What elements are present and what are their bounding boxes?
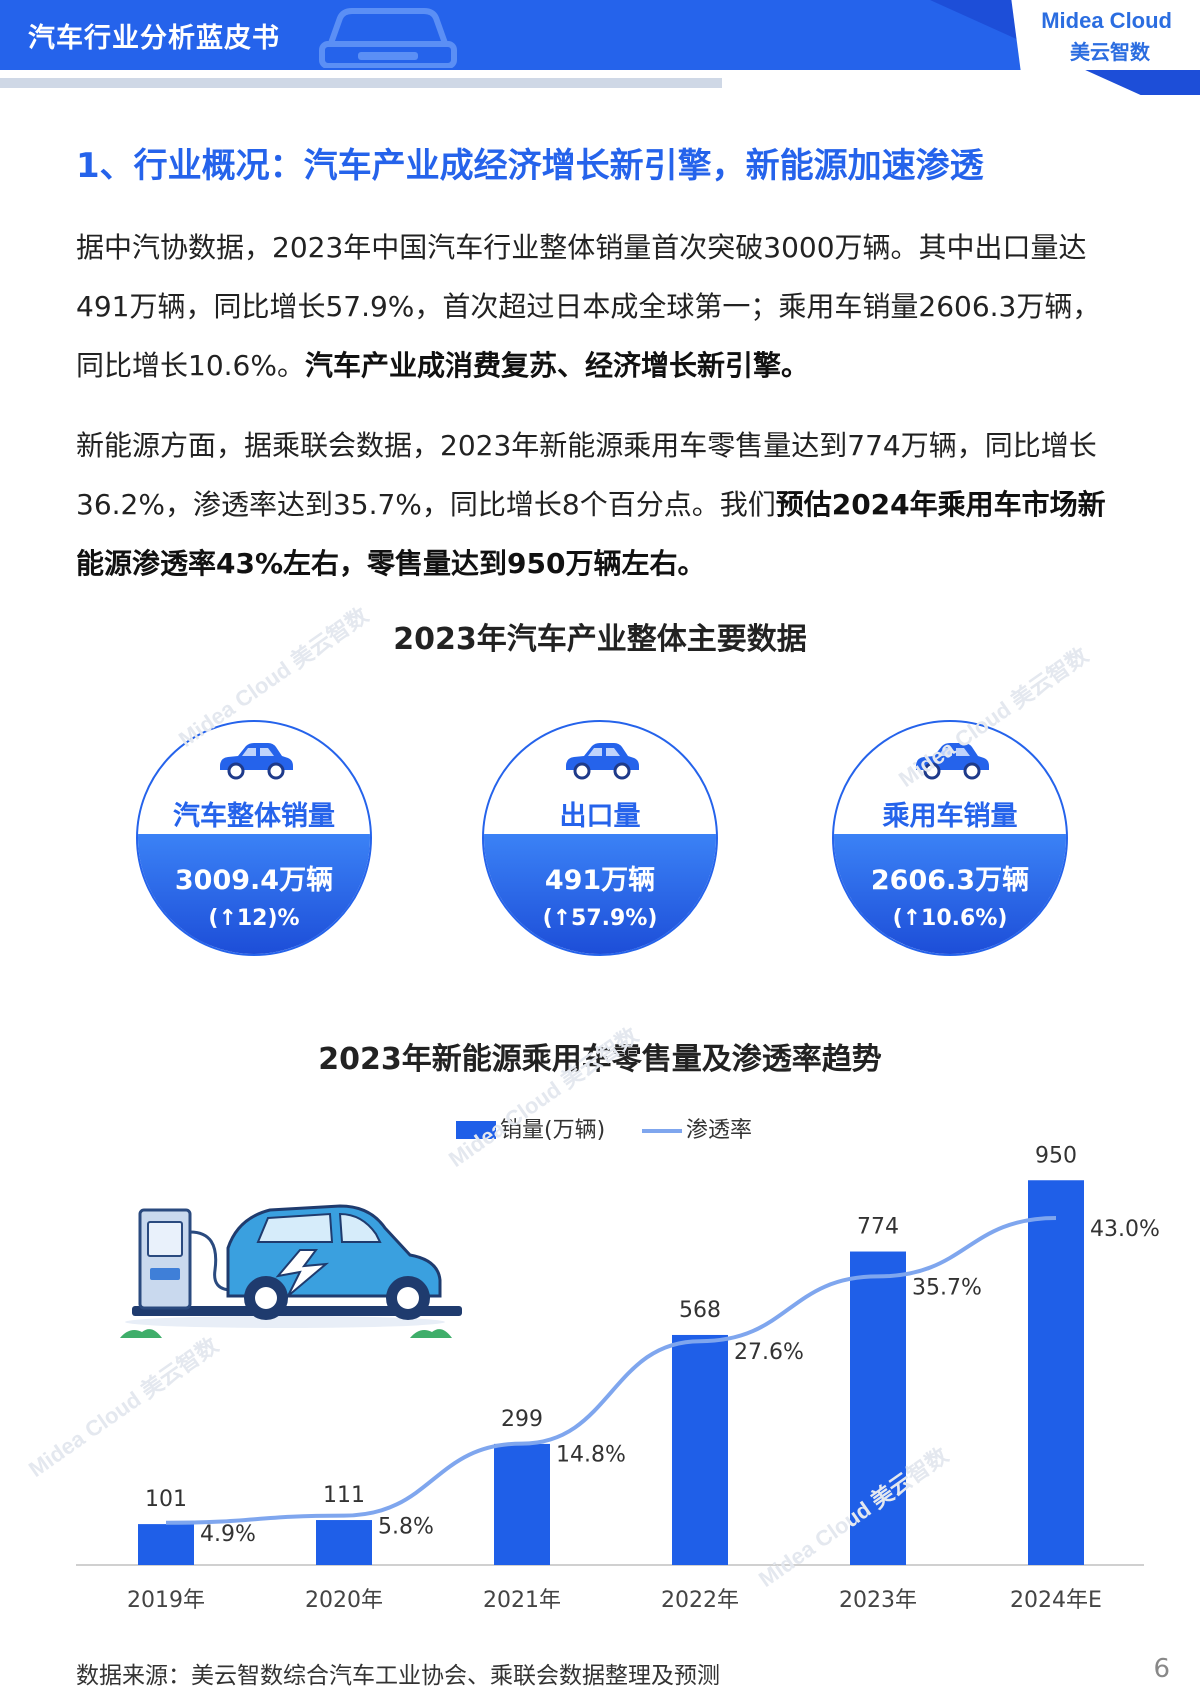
- x-tick-label: 2022年: [661, 1588, 739, 1613]
- stat-exports-change: (↑57.9%): [542, 906, 658, 931]
- paragraph-overview-bold: 汽车产业成消费复苏、经济增长新引擎。: [304, 349, 809, 382]
- chart-title: 2023年新能源乘用车零售量及渗透率趋势: [318, 1042, 882, 1077]
- bar-value-label: 950: [1035, 1143, 1077, 1168]
- car-icon: [916, 743, 989, 780]
- x-tick-label: 2024年E: [1010, 1588, 1102, 1613]
- car-outline-icon: [319, 8, 457, 68]
- stats-title: 2023年汽车产业整体主要数据: [393, 622, 807, 657]
- paragraph-nev-bold: 预估2024年乘用车市场新能源渗透率43%左右，零售量达到950万辆左右。: [76, 488, 1106, 580]
- penetration-line: [165, 1216, 1057, 1525]
- paragraph-overview-text: 据中汽协数据，2023年中国汽车行业整体销量首次突破3000万辆。其中出口量达4…: [76, 231, 1101, 382]
- car-icon: [220, 743, 293, 780]
- brand-logo: Midea Cloud 美云智数: [1041, 8, 1172, 65]
- stat-exports-label: 出口量: [559, 801, 641, 832]
- stat-exports-band: [484, 834, 716, 954]
- line-value-label: 4.9%: [200, 1522, 256, 1547]
- stat-passenger-sales-value: 2606.3万辆: [870, 865, 1030, 896]
- stat-exports-value: 491万辆: [544, 865, 656, 896]
- legend-bar-swatch: [456, 1121, 496, 1139]
- bar: [672, 1334, 728, 1565]
- line-value-label: 14.8%: [556, 1443, 626, 1468]
- logo-backdrop: [1011, 0, 1200, 70]
- bar: [494, 1443, 550, 1565]
- car-icon: [566, 743, 639, 780]
- nev-sales-chart: 销量(万辆) 渗透率 101 2019年 111 2020年 299 2021年 568 2022…: [76, 1118, 1160, 1613]
- stat-passenger-sales: 乘用车销量 2606.3万辆 (↑10.6%): [832, 720, 1068, 956]
- x-tick-label: 2019年: [127, 1588, 205, 1613]
- legend-line-label: 渗透率: [686, 1118, 752, 1143]
- stat-passenger-sales-band: [834, 834, 1066, 954]
- line-value-label: 35.7%: [912, 1275, 982, 1300]
- line-value-label: 27.6%: [734, 1340, 804, 1365]
- x-tick-label: 2021年: [483, 1588, 561, 1613]
- paragraph-nev: 新能源方面，据乘联会数据，2023年新能源乘用车零售量达到774万辆，同比增长3…: [76, 416, 1126, 593]
- stat-total-sales-band: [138, 834, 370, 954]
- page-header: 汽车行业分析蓝皮书 Midea Cloud 美云智数: [0, 0, 1200, 100]
- bar: [850, 1251, 906, 1565]
- bar-value-label: 568: [679, 1298, 721, 1323]
- bar-value-label: 111: [323, 1483, 365, 1508]
- x-tick-label: 2023年: [839, 1588, 917, 1613]
- x-tick-label: 2020年: [305, 1588, 383, 1613]
- paragraph-overview: 据中汽协数据，2023年中国汽车行业整体销量首次突破3000万辆。其中出口量达4…: [76, 218, 1126, 395]
- bar: [138, 1524, 194, 1565]
- stat-total-sales-change: (↑12)%: [208, 906, 300, 931]
- bar: [1028, 1180, 1084, 1565]
- bar-value-label: 774: [857, 1215, 899, 1240]
- stat-passenger-sales-label: 乘用车销量: [882, 801, 1018, 832]
- data-source-note: 数据来源：美云智数综合汽车工业协会、乘联会数据整理及预测: [76, 1663, 720, 1689]
- chart-marks: 销量(万辆) 渗透率 101 2019年 111 2020年 299 2021年 568 2022…: [76, 1118, 1160, 1613]
- line-value-label: 5.8%: [378, 1515, 434, 1540]
- paragraph-nev-text: 新能源方面，据乘联会数据，2023年新能源乘用车零售量达到774万辆，同比增长3…: [76, 429, 1097, 521]
- bar-value-label: 101: [145, 1487, 187, 1512]
- stat-total-sales-label: 汽车整体销量: [173, 801, 335, 832]
- bar: [316, 1520, 372, 1565]
- stat-total-sales-value: 3009.4万辆: [174, 865, 334, 896]
- page-number: 6: [1153, 1654, 1170, 1684]
- legend-bar-label: 销量(万辆): [500, 1118, 605, 1143]
- stat-passenger-sales-change: (↑10.6%): [892, 906, 1008, 931]
- document-title: 汽车行业分析蓝皮书: [28, 23, 280, 54]
- section-title: 1、行业概况：汽车产业成经济增长新引擎，新能源加速渗透: [76, 146, 984, 186]
- logo-english: Midea Cloud: [1041, 8, 1172, 33]
- logo-chinese: 美云智数: [1070, 40, 1150, 64]
- bar-value-label: 299: [501, 1407, 543, 1432]
- header-underline: [0, 78, 722, 88]
- line-value-label: 43.0%: [1090, 1217, 1160, 1242]
- header-band: [0, 0, 1130, 70]
- stat-total-sales: 汽车整体销量 3009.4万辆 (↑12)%: [136, 720, 372, 956]
- stat-exports: 出口量 491万辆 (↑57.9%): [482, 720, 718, 956]
- ev-charging-illustration: [120, 1204, 462, 1338]
